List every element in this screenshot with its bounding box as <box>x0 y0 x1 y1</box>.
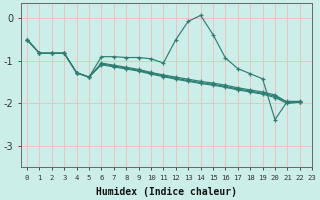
X-axis label: Humidex (Indice chaleur): Humidex (Indice chaleur) <box>96 186 237 197</box>
